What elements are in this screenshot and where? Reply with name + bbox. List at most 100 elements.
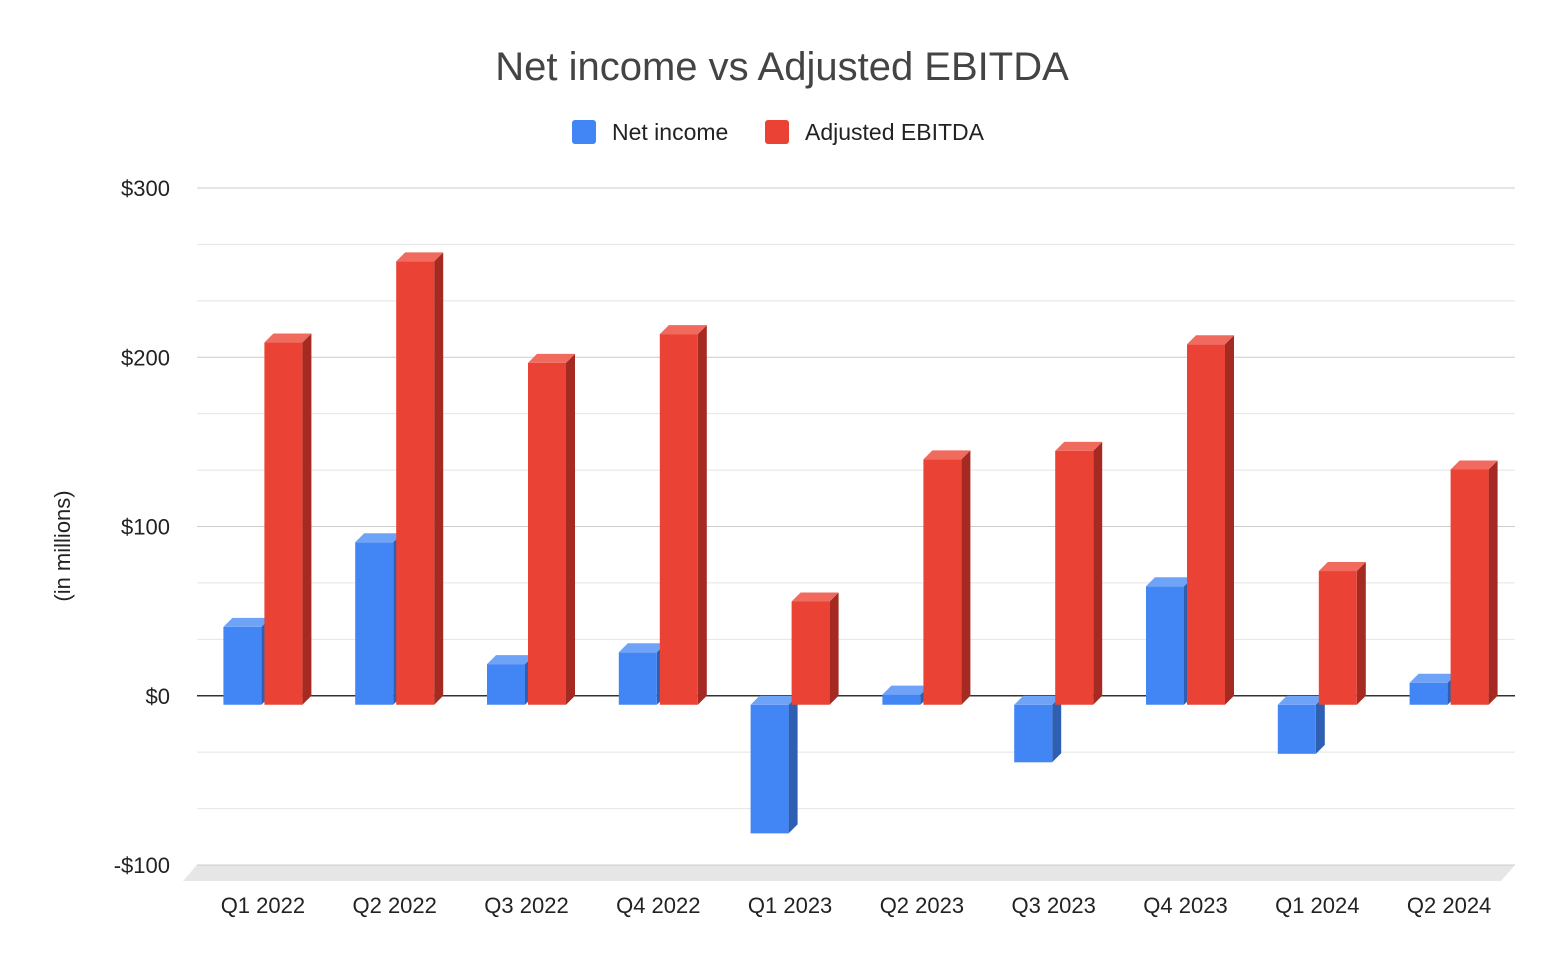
bar xyxy=(1055,441,1103,705)
bar-top xyxy=(355,533,403,543)
chart-floor xyxy=(183,865,1515,881)
bar-side xyxy=(1052,695,1062,763)
bar-side xyxy=(1488,460,1498,705)
x-tick-label: Q4 2023 xyxy=(1143,893,1227,918)
bar-front xyxy=(923,459,962,705)
legend-swatch xyxy=(765,120,789,144)
bar-side xyxy=(1093,441,1103,705)
bar-front xyxy=(618,652,657,705)
bar xyxy=(1318,562,1366,705)
bar-front xyxy=(528,362,566,705)
legend-item: Net income xyxy=(572,119,728,145)
bar-top xyxy=(1318,562,1366,572)
legend-swatch xyxy=(572,120,596,144)
bar-front xyxy=(396,261,435,705)
plot-area: $300 $200 $100 $0 -$100 Q1 2022 Q2 2022 Q3 2022… xyxy=(114,176,1515,918)
bar-side xyxy=(566,353,575,705)
bar-top xyxy=(882,685,930,695)
bar-top xyxy=(487,655,534,665)
bar-front xyxy=(1450,469,1489,705)
bar-side xyxy=(961,450,971,705)
chart-title: Net income vs Adjusted EBITDA xyxy=(495,45,1069,89)
bar-front xyxy=(1014,704,1053,763)
x-tick-label: Q3 2023 xyxy=(1011,893,1095,918)
bar xyxy=(223,617,271,705)
legend-label: Adjusted EBITDA xyxy=(805,119,985,145)
bar-front xyxy=(1146,586,1184,705)
legend-item: Adjusted EBITDA xyxy=(765,119,985,145)
x-tick-label: Q1 2023 xyxy=(748,893,832,918)
bar-top xyxy=(1055,441,1103,451)
bar-side xyxy=(1356,562,1366,705)
bar-front xyxy=(1318,571,1357,705)
bar-top xyxy=(750,695,798,705)
bar xyxy=(882,685,930,705)
bar-front xyxy=(1055,450,1094,705)
bar-front xyxy=(1187,344,1225,705)
bar-front xyxy=(223,626,262,705)
bar-side xyxy=(1315,695,1325,754)
legend-label: Net income xyxy=(612,119,728,145)
bar xyxy=(618,643,666,705)
bar-front xyxy=(750,704,789,834)
bar xyxy=(1014,695,1062,763)
bar-top xyxy=(923,450,971,460)
bar-top xyxy=(1187,335,1234,345)
bar-front xyxy=(1409,682,1448,705)
bar xyxy=(1450,460,1498,705)
bar-front xyxy=(882,694,921,705)
bar-top xyxy=(264,333,312,343)
bar-top xyxy=(1146,577,1193,587)
bar-side xyxy=(697,325,707,705)
bar xyxy=(1277,695,1325,754)
x-tick-label: Q2 2023 xyxy=(880,893,964,918)
bar-top xyxy=(618,643,666,653)
x-tick-label: Q2 2022 xyxy=(352,893,436,918)
bar-side xyxy=(302,333,312,705)
y-axis-label: (in millions) xyxy=(50,490,75,601)
bar-front xyxy=(264,342,303,705)
bar-top xyxy=(396,252,444,262)
bar-front xyxy=(487,664,525,705)
bar xyxy=(396,252,444,705)
bar-top xyxy=(1409,673,1457,683)
x-tick-label: Q2 2024 xyxy=(1407,893,1491,918)
y-tick-label: $100 xyxy=(121,515,170,540)
bar xyxy=(264,333,312,705)
bar-front xyxy=(659,334,698,705)
bar-top xyxy=(791,592,839,602)
y-tick-label: $0 xyxy=(146,684,170,709)
bar-side xyxy=(788,695,798,834)
bar-side xyxy=(829,592,839,705)
x-tick-label: Q1 2024 xyxy=(1275,893,1359,918)
bar xyxy=(1409,673,1457,705)
bar xyxy=(791,592,839,705)
bar-front xyxy=(791,601,830,705)
y-tick-label: $300 xyxy=(121,176,170,201)
bar xyxy=(1146,577,1193,705)
x-tick-label: Q4 2022 xyxy=(616,893,700,918)
bar xyxy=(528,353,575,705)
bar-side xyxy=(1225,335,1234,705)
bar-top xyxy=(1450,460,1498,470)
bar-top xyxy=(659,325,707,335)
bar-side xyxy=(434,252,444,705)
y-tick-label: $200 xyxy=(121,345,170,370)
bar xyxy=(923,450,971,705)
bar xyxy=(355,533,403,705)
bar-front xyxy=(355,542,394,705)
bar xyxy=(659,325,707,705)
bar xyxy=(750,695,798,834)
bar-top xyxy=(1277,695,1325,705)
bar xyxy=(1187,335,1234,705)
bar xyxy=(487,655,534,705)
bar-front xyxy=(1277,704,1316,754)
bar-top xyxy=(223,617,271,627)
y-tick-label: -$100 xyxy=(114,853,170,878)
legend: Net income Adjusted EBITDA xyxy=(572,119,985,145)
bar-top xyxy=(1014,695,1062,705)
x-tick-label: Q1 2022 xyxy=(221,893,305,918)
x-tick-label: Q3 2022 xyxy=(484,893,568,918)
bar-top xyxy=(528,353,575,363)
